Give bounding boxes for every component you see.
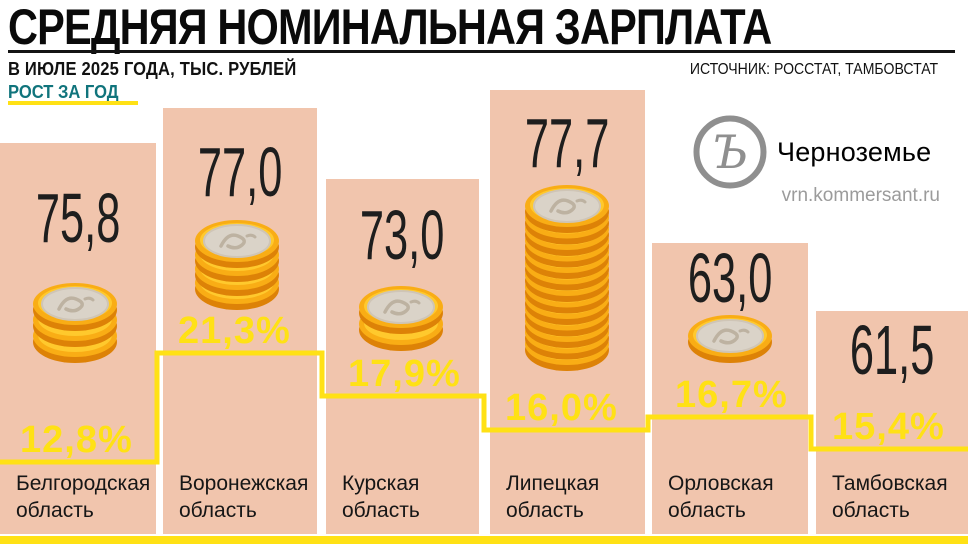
- salary-value-text: 73,0: [360, 196, 445, 274]
- growth-legend-label: РОСТ ЗА ГОД: [8, 82, 119, 102]
- salary-value-text: 77,0: [197, 133, 283, 211]
- region-label-line2: область: [506, 499, 584, 522]
- salary-value-text: 75,8: [35, 179, 121, 257]
- region-label-line2: область: [342, 499, 420, 522]
- growth-percent: 15,4%: [832, 406, 945, 448]
- region-label-line2: область: [179, 499, 257, 522]
- region-label: Липецкая область: [506, 470, 599, 524]
- coin-stack-icon: [33, 283, 117, 363]
- coin-stack-icon: [195, 220, 279, 310]
- region-label-line1: Белгородская: [16, 472, 151, 495]
- coin-stack-icon: [688, 315, 772, 363]
- source-caption: ИСТОЧНИК: РОССТАТ, ТАМБОВСТАТ: [689, 61, 938, 78]
- growth-percent: 21,3%: [178, 310, 291, 352]
- brand-name: Черноземье: [777, 137, 932, 167]
- salary-value: 63,0: [652, 243, 808, 313]
- brand-site-url: vrn.kommersant.ru: [781, 185, 940, 206]
- growth-percent: 17,9%: [348, 353, 461, 395]
- region-label: Белгородская область: [16, 470, 150, 524]
- page-title: СРЕДНЯЯ НОМИНАЛЬНАЯ ЗАРПЛАТА: [8, 2, 968, 52]
- region-label-line2: область: [832, 499, 910, 522]
- salary-value-text: 61,5: [849, 311, 935, 389]
- salary-value: 77,0: [163, 137, 317, 207]
- salary-value: 75,8: [0, 183, 156, 253]
- bottom-accent-strip: [0, 536, 968, 544]
- region-label-line1: Орловская: [668, 472, 774, 495]
- growth-percent: 16,7%: [675, 374, 788, 416]
- region-label: Воронежская область: [179, 470, 308, 524]
- coin-stack-icon: [525, 185, 609, 371]
- salary-value-text: 63,0: [687, 239, 773, 317]
- region-label-line1: Воронежская: [179, 472, 309, 495]
- growth-percent: 16,0%: [505, 387, 618, 429]
- region-label-line1: Курская: [342, 472, 420, 495]
- salary-value: 77,7: [490, 108, 645, 178]
- region-label: Курская область: [342, 470, 420, 524]
- growth-percent: 12,8%: [20, 419, 133, 461]
- salary-value: 73,0: [326, 200, 479, 270]
- region-label-line2: область: [16, 499, 94, 522]
- chart-subtitle: В ИЮЛЕ 2025 ГОДА, ТЫС. РУБЛЕЙ: [8, 59, 297, 79]
- salary-value-text: 77,7: [525, 104, 610, 182]
- page-title-text: СРЕДНЯЯ НОМИНАЛЬНАЯ ЗАРПЛАТА: [8, 0, 772, 55]
- region-label-line1: Липецкая: [506, 472, 600, 495]
- region-label: Тамбовская область: [832, 470, 948, 524]
- region-label-line1: Тамбовская: [832, 472, 948, 495]
- logo-glyph: Ъ: [712, 125, 749, 179]
- growth-legend-underline: [8, 101, 138, 105]
- coin-stack-icon: [359, 286, 443, 351]
- region-label-line2: область: [668, 499, 746, 522]
- title-divider: [8, 50, 955, 53]
- region-label: Орловская область: [668, 470, 774, 524]
- salary-value: 61,5: [816, 315, 968, 385]
